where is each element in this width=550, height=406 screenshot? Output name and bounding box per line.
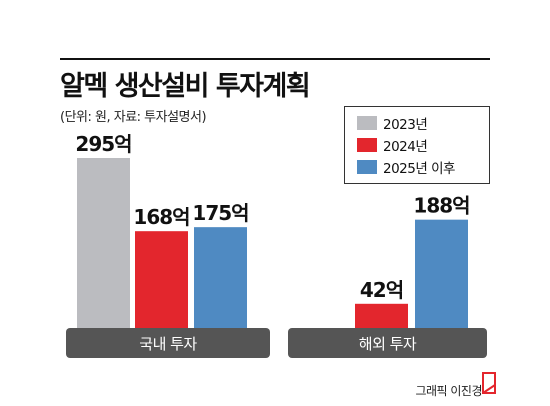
data-label-overseas-2: 188억	[413, 194, 469, 218]
legend-swatch-2025	[357, 160, 377, 174]
legend-label-2024: 2024년	[383, 139, 428, 155]
data-label-domestic-1: 168억	[133, 205, 189, 229]
bar-domestic-1	[135, 231, 188, 328]
category-label-overseas: 해외 투자	[359, 335, 417, 353]
title-rule	[60, 58, 490, 60]
bar-overseas-1	[355, 303, 408, 328]
legend-label-2025: 2025년 이후	[383, 161, 455, 177]
category-band-overseas	[288, 328, 487, 358]
data-label-overseas-1: 42억	[360, 278, 403, 302]
chart-title: 알멕 생산설비 투자계획	[60, 71, 311, 102]
legend-label-2023: 2023년	[383, 117, 428, 133]
legend-item-2023: 2023년	[357, 113, 428, 133]
category-band-domestic	[66, 328, 270, 358]
graphic-credit: 그래픽 이진경	[415, 384, 482, 398]
legend-swatch-2023	[357, 116, 377, 130]
chart-legend: 2023년 2024년 2025년 이후	[344, 106, 490, 184]
legend-item-2024: 2024년	[357, 135, 428, 155]
category-label-domestic: 국내 투자	[139, 335, 197, 353]
bar-domestic-2	[194, 227, 247, 328]
bar-domestic-0	[77, 158, 130, 328]
chart-subtitle: (단위: 원, 자료: 투자설명서)	[60, 110, 207, 125]
bar-overseas-2	[415, 219, 468, 328]
data-label-domestic-2: 175억	[192, 201, 248, 225]
legend-swatch-2024	[357, 138, 377, 152]
data-label-domestic-0: 295억	[75, 132, 131, 156]
publisher-logo-icon	[482, 372, 496, 394]
legend-item-2025: 2025년 이후	[357, 157, 455, 177]
